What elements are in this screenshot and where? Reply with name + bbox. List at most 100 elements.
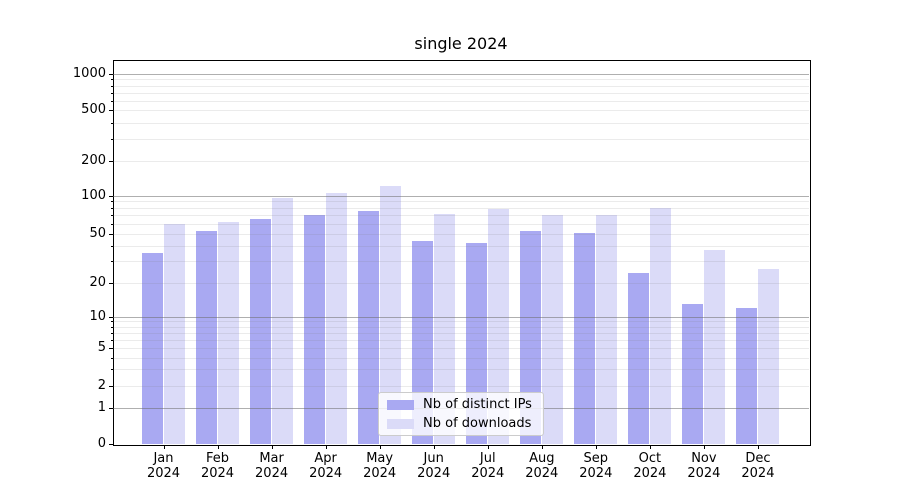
gridline-major-1000 <box>113 73 809 75</box>
bar-nb-of-downloads-jan-2024 <box>164 223 185 444</box>
x-tick-mark-may-2024 <box>379 445 381 449</box>
y-minor-tick-mark-70 <box>111 215 113 217</box>
y-tick-mark-200 <box>109 160 113 162</box>
bar-nb-of-distinct-ips-aug-2024 <box>520 230 542 444</box>
gridline-minor-60 <box>113 223 809 225</box>
bar-nb-of-downloads-apr-2024 <box>326 192 348 444</box>
gridline-major-10 <box>113 316 809 318</box>
y-minor-tick-mark-400 <box>111 122 113 124</box>
y-tick-label-50: 50 <box>89 225 106 241</box>
gridline-minor-200 <box>113 160 809 162</box>
gridline-minor-4 <box>113 357 809 359</box>
gridline-minor-5 <box>113 348 809 350</box>
x-tick-mark-nov-2024 <box>703 445 705 449</box>
y-minor-tick-mark-40 <box>111 245 113 247</box>
x-tick-label-mar-2024: Mar 2024 <box>255 451 289 481</box>
gridline-minor-6 <box>113 340 809 341</box>
y-tick-mark-20 <box>109 282 113 284</box>
x-tick-mark-sep-2024 <box>595 445 597 449</box>
x-tick-label-apr-2024: Apr 2024 <box>309 451 343 481</box>
x-tick-mark-mar-2024 <box>271 445 273 449</box>
y-minor-tick-mark-600 <box>111 100 113 102</box>
legend-label-distinct-ips: Nb of distinct IPs <box>423 397 532 412</box>
legend-label-downloads: Nb of downloads <box>423 416 532 431</box>
gridline-minor-600 <box>113 100 809 102</box>
gridline-minor-900 <box>113 79 809 81</box>
y-tick-label-1: 1 <box>97 400 106 416</box>
y-tick-label-10: 10 <box>89 308 106 324</box>
bar-nb-of-distinct-ips-oct-2024 <box>628 273 650 444</box>
x-tick-mark-dec-2024 <box>757 445 759 449</box>
y-tick-mark-1000 <box>109 73 113 75</box>
y-tick-label-20: 20 <box>89 274 106 290</box>
x-tick-label-oct-2024: Oct 2024 <box>633 451 667 481</box>
legend-swatch-distinct-ips <box>387 399 414 410</box>
y-tick-mark-2 <box>109 386 113 388</box>
gridline-minor-800 <box>113 85 809 87</box>
bar-nb-of-downloads-jul-2024 <box>488 209 510 444</box>
x-tick-label-sep-2024: Sep 2024 <box>579 451 613 481</box>
gridline-minor-90 <box>113 201 809 203</box>
y-minor-tick-mark-8 <box>111 326 113 328</box>
gridline-minor-30 <box>113 261 809 263</box>
bar-nb-of-distinct-ips-mar-2024 <box>250 219 272 444</box>
legend-swatch-downloads <box>387 418 414 429</box>
bar-nb-of-downloads-feb-2024 <box>218 222 240 444</box>
x-tick-label-aug-2024: Aug 2024 <box>525 451 559 481</box>
y-minor-tick-mark-6 <box>111 340 113 341</box>
x-tick-mark-jul-2024 <box>487 445 489 449</box>
gridline-minor-400 <box>113 122 809 124</box>
x-tick-mark-jan-2024 <box>163 445 165 449</box>
y-tick-mark-500 <box>109 110 113 112</box>
gridline-minor-3 <box>113 369 809 371</box>
y-minor-tick-mark-80 <box>111 207 113 209</box>
x-tick-label-dec-2024: Dec 2024 <box>741 451 775 481</box>
bar-nb-of-downloads-nov-2024 <box>704 249 726 444</box>
y-minor-tick-mark-90 <box>111 201 113 203</box>
y-minor-tick-mark-60 <box>111 223 113 225</box>
x-tick-mark-aug-2024 <box>541 445 543 449</box>
chart-title: single 2024 <box>414 34 508 53</box>
y-tick-label-200: 200 <box>81 152 106 168</box>
x-tick-label-jul-2024: Jul 2024 <box>471 451 505 481</box>
bar-nb-of-distinct-ips-dec-2024 <box>736 307 758 444</box>
y-tick-mark-50 <box>109 233 113 235</box>
gridline-minor-500 <box>113 110 809 112</box>
y-tick-label-100: 100 <box>81 187 106 203</box>
y-minor-tick-mark-700 <box>111 92 113 94</box>
gridline-minor-700 <box>113 92 809 94</box>
x-tick-mark-jun-2024 <box>433 445 435 449</box>
bar-nb-of-downloads-oct-2024 <box>650 207 672 444</box>
gridline-minor-9 <box>113 321 809 323</box>
gridline-minor-8 <box>113 326 809 328</box>
bar-nb-of-distinct-ips-jan-2024 <box>142 252 163 444</box>
bar-nb-of-distinct-ips-may-2024 <box>358 211 380 444</box>
gridline-minor-70 <box>113 215 809 217</box>
y-minor-tick-mark-9 <box>111 321 113 323</box>
y-tick-mark-1 <box>109 408 113 410</box>
x-tick-label-feb-2024: Feb 2024 <box>200 451 235 481</box>
bar-nb-of-distinct-ips-feb-2024 <box>196 230 218 444</box>
y-minor-tick-mark-4 <box>111 357 113 359</box>
bar-nb-of-downloads-sep-2024 <box>596 214 618 444</box>
y-tick-label-0: 0 <box>97 436 106 451</box>
gridline-minor-50 <box>113 233 809 235</box>
y-minor-tick-mark-30 <box>111 261 113 263</box>
gridline-minor-2 <box>113 386 809 388</box>
gridline-major-100 <box>113 195 809 197</box>
legend: Nb of distinct IPs Nb of downloads <box>378 392 544 436</box>
gridline-minor-40 <box>113 245 809 247</box>
y-tick-mark-10 <box>109 316 113 318</box>
bar-nb-of-downloads-may-2024 <box>380 186 402 444</box>
bar-nb-of-downloads-mar-2024 <box>272 198 294 444</box>
x-tick-label-jun-2024: Jun 2024 <box>417 451 451 481</box>
y-tick-label-1000: 1000 <box>72 65 106 81</box>
legend-item-downloads: Nb of downloads <box>387 416 543 431</box>
x-tick-mark-apr-2024 <box>325 445 327 449</box>
y-minor-tick-mark-800 <box>111 85 113 87</box>
y-minor-tick-mark-300 <box>111 138 113 140</box>
y-minor-tick-mark-7 <box>111 332 113 334</box>
bar-nb-of-downloads-dec-2024 <box>758 268 780 444</box>
y-tick-mark-100 <box>109 195 113 197</box>
